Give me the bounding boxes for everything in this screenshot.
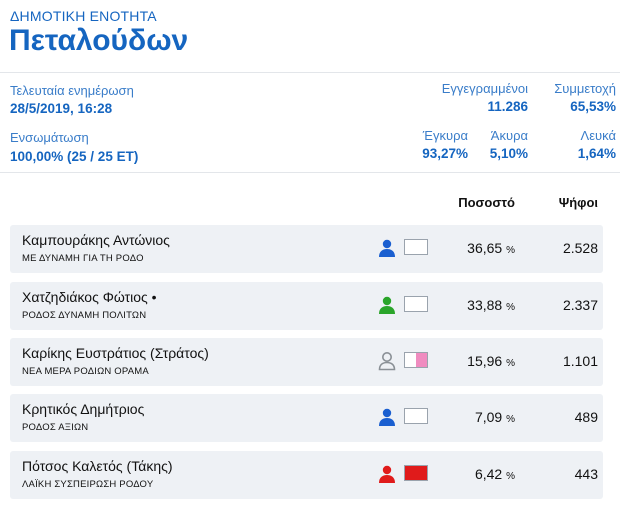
table-row[interactable]: Καμπουράκης Αντώνιος ΜΕ ΔΥΝΑΜΗ ΓΙΑ ΤΗ ΡΟ… [10, 225, 603, 273]
candidate-votes: 489 [574, 409, 598, 425]
column-header-votes: Ψήφοι [558, 195, 598, 210]
turnout-label: Συμμετοχή [554, 81, 616, 96]
percent-sign: % [506, 245, 515, 256]
party-color-swatch [404, 296, 428, 312]
candidate-percent: 36,65 [467, 240, 503, 256]
last-update-value: 28/5/2019, 16:28 [10, 101, 113, 116]
table-row[interactable]: Καρίκης Ευστράτιος (Στράτος) ΝΕΑ ΜΕΡΑ ΡΟ… [10, 338, 603, 386]
person-icon [379, 296, 395, 314]
party-name: ΛΑΪΚΗ ΣΥΣΠΕΙΡΩΣΗ ΡΟΔΟΥ [22, 479, 154, 490]
party-color-swatch [404, 352, 428, 368]
person-outline-icon [378, 352, 396, 371]
column-header-percent: Ποσοστό [458, 195, 515, 210]
candidate-name: Χατζηδιάκος Φώτιος • [22, 289, 157, 305]
candidate-votes: 443 [574, 466, 598, 482]
party-color-swatch [404, 465, 428, 481]
party-name: ΝΕΑ ΜΕΡΑ ΡΟΔΙΩΝ ΟΡΑΜΑ [22, 366, 149, 377]
registered-value: 11.286 [487, 99, 528, 114]
candidate-votes: 1.101 [562, 353, 598, 369]
candidate-name: Κρητικός Δημήτριος [22, 401, 145, 417]
integration-label: Ενσωμάτωση [10, 130, 89, 145]
party-name: ΜΕ ΔΥΝΑΜΗ ΓΙΑ ΤΗ ΡΟΔΟ [22, 253, 144, 264]
party-name: ΡΟΔΟΣ ΔΥΝΑΜΗ ΠΟΛΙΤΩΝ [22, 310, 147, 321]
table-row[interactable]: Πότσος Καλετός (Τάκης) ΛΑΪΚΗ ΣΥΣΠΕΙΡΩΣΗ … [10, 451, 603, 499]
party-name: ΡΟΔΟΣ ΑΞΙΩΝ [22, 422, 89, 433]
table-row[interactable]: Χατζηδιάκος Φώτιος • ΡΟΔΟΣ ΔΥΝΑΜΗ ΠΟΛΙΤΩ… [10, 282, 603, 330]
blank-value: 1,64% [577, 146, 616, 161]
section-supertitle: ΔΗΜΟΤΙΚΗ ΕΝΟΤΗΤΑ [10, 8, 157, 24]
turnout-value: 65,53% [570, 99, 616, 114]
candidate-name: Καρίκης Ευστράτιος (Στράτος) [22, 345, 209, 361]
valid-label: Έγκυρα [422, 128, 468, 143]
divider [0, 72, 620, 73]
divider [0, 172, 620, 173]
person-icon [379, 408, 395, 426]
percent-sign: % [506, 414, 515, 425]
candidate-name: Πότσος Καλετός (Τάκης) [22, 458, 173, 474]
candidate-percent: 15,96 [467, 353, 503, 369]
person-icon [379, 239, 395, 257]
candidate-votes: 2.337 [562, 297, 598, 313]
percent-sign: % [506, 471, 515, 482]
candidate-votes: 2.528 [562, 240, 598, 256]
integration-value: 100,00% (25 / 25 ΕΤ) [10, 149, 139, 164]
table-row[interactable]: Κρητικός Δημήτριος ΡΟΔΟΣ ΑΞΙΩΝ 7,09 % 48… [10, 394, 603, 442]
candidate-percent: 6,42 [474, 466, 503, 482]
candidate-name: Καμπουράκης Αντώνιος [22, 232, 170, 248]
party-color-swatch [404, 239, 428, 255]
registered-label: Εγγεγραμμένοι [441, 81, 528, 96]
candidate-percent: 33,88 [467, 297, 503, 313]
blank-label: Λευκά [580, 128, 616, 143]
person-icon [379, 465, 395, 483]
valid-value: 93,27% [422, 146, 468, 161]
percent-sign: % [506, 302, 515, 313]
invalid-label: Άκυρα [490, 128, 528, 143]
page-title: Πεταλούδων [9, 24, 189, 57]
candidate-percent: 7,09 [474, 409, 503, 425]
last-update-label: Τελευταία ενημέρωση [10, 83, 134, 98]
party-color-swatch [404, 408, 428, 424]
invalid-value: 5,10% [489, 146, 528, 161]
percent-sign: % [506, 358, 515, 369]
